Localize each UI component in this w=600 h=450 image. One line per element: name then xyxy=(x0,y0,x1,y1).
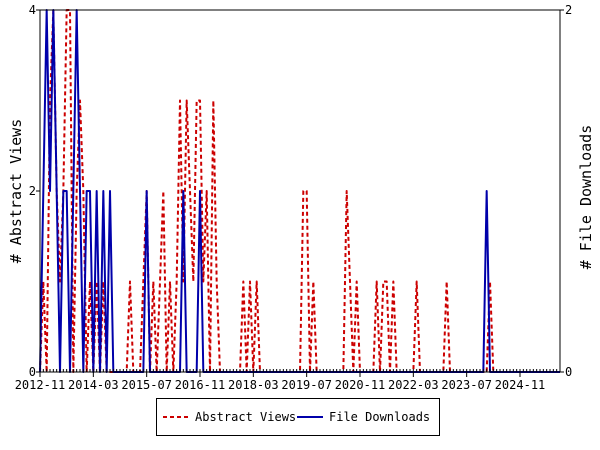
x-tick-label: 2016-11 xyxy=(175,378,226,392)
x-tick-label: 2024-11 xyxy=(495,378,546,392)
series-layer xyxy=(39,9,560,373)
x-tick-label: 2020-11 xyxy=(335,378,386,392)
x-tick-label: 2022-03 xyxy=(388,378,439,392)
x-tick-label: 2014-03 xyxy=(68,378,119,392)
x-tick-label: 2023-07 xyxy=(441,378,492,392)
legend-swatch-file-downloads xyxy=(297,416,323,418)
x-tick-label: 2018-03 xyxy=(228,378,279,392)
y-left-tick-label: 4 xyxy=(29,3,36,17)
y-left-tick-label: 0 xyxy=(29,365,36,379)
y-axis-left-label: # Abstract Views xyxy=(7,119,25,264)
legend-swatch-abstract-views xyxy=(163,416,189,418)
legend-label-file-downloads: File Downloads xyxy=(329,410,431,424)
y-axis-right-label: # File Downloads xyxy=(577,125,595,270)
y-right-tick-label: 2 xyxy=(565,3,572,17)
chart-legend: Abstract Views File Downloads xyxy=(156,398,440,436)
y-right-tick-label: 0 xyxy=(565,365,572,379)
legend-item-abstract-views: Abstract Views xyxy=(163,410,296,424)
legend-label-abstract-views: Abstract Views xyxy=(195,410,297,424)
legend-item-file-downloads: File Downloads xyxy=(297,410,430,424)
series-line-abstract-views xyxy=(39,9,560,373)
x-tick-label: 2019-07 xyxy=(281,378,332,392)
axis-layer: 2012-11 2014-03 2015-07 2016-11 2018-03 2019-… xyxy=(15,3,573,392)
x-tick-label: 2015-07 xyxy=(121,378,172,392)
x-tick-label: 2012-11 xyxy=(15,378,66,392)
y-left-tick-label: 2 xyxy=(29,184,36,198)
